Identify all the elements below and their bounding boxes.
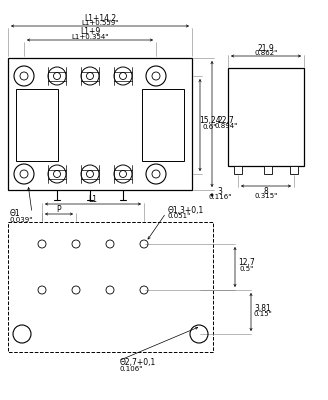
- Text: L1+0.354": L1+0.354": [71, 34, 109, 40]
- Text: P: P: [57, 204, 61, 214]
- Text: 0.5": 0.5": [240, 266, 254, 272]
- Text: L1: L1: [89, 194, 97, 204]
- Bar: [234, 166, 242, 174]
- Text: 0.6": 0.6": [203, 124, 217, 130]
- Text: 0.862": 0.862": [255, 50, 277, 56]
- Bar: [142, 89, 184, 161]
- Text: 12,7: 12,7: [239, 258, 256, 268]
- Text: 8: 8: [264, 186, 268, 196]
- Bar: [228, 68, 304, 166]
- Text: 0.15": 0.15": [254, 311, 272, 317]
- Text: Θ2,7+0,1: Θ2,7+0,1: [120, 358, 156, 368]
- Text: Θ1,3+0,1: Θ1,3+0,1: [168, 206, 204, 214]
- Text: L1+9: L1+9: [80, 28, 100, 36]
- Text: 3: 3: [217, 188, 222, 196]
- Text: 22,7: 22,7: [217, 116, 235, 124]
- Bar: [290, 166, 298, 174]
- Text: L1+14,2: L1+14,2: [84, 14, 116, 22]
- Text: 0.106": 0.106": [120, 366, 143, 372]
- Bar: [8, 222, 213, 352]
- Text: Θ1: Θ1: [10, 210, 21, 218]
- Text: 0.039": 0.039": [10, 217, 33, 223]
- Text: 0.051": 0.051": [168, 213, 191, 219]
- Text: 3,81: 3,81: [255, 304, 271, 312]
- Text: 0.116": 0.116": [208, 194, 232, 200]
- Text: 21,9: 21,9: [257, 44, 275, 52]
- Text: 0.894": 0.894": [215, 123, 237, 129]
- Text: 0.315": 0.315": [255, 193, 277, 199]
- Text: 15,24: 15,24: [199, 116, 221, 126]
- Bar: [264, 166, 272, 174]
- Text: L1+0.559": L1+0.559": [81, 20, 119, 26]
- Bar: [16, 89, 58, 161]
- Bar: [8, 58, 192, 190]
